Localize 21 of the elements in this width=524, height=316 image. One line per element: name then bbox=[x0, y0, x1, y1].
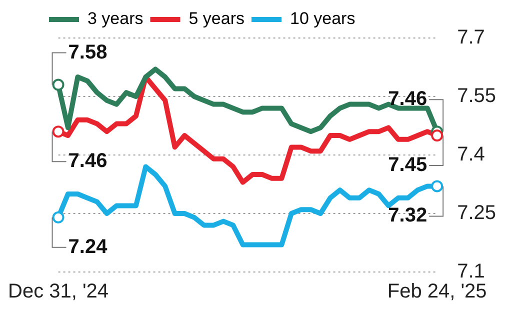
data-label: 7.32 bbox=[388, 204, 428, 227]
point bbox=[52, 78, 64, 91]
y-tick-label: 7.4 bbox=[457, 144, 485, 166]
legend-label: 3 years bbox=[88, 9, 144, 28]
point bbox=[431, 180, 444, 192]
data-label: 7.58 bbox=[68, 41, 108, 64]
y-tick-label: 7.55 bbox=[457, 85, 496, 108]
y-tick-label: 7.7 bbox=[457, 26, 485, 49]
data-label: 7.46 bbox=[68, 150, 108, 172]
y-tick-label: 7.1 bbox=[457, 260, 485, 283]
data-label: 7.24 bbox=[68, 236, 108, 258]
point bbox=[431, 130, 444, 142]
x-tick-label: Dec 31, '24 bbox=[8, 280, 109, 303]
legend-label: 5 years bbox=[188, 9, 244, 28]
point bbox=[52, 211, 64, 224]
data-label: 7.45 bbox=[388, 154, 428, 176]
legend-label: 10 years bbox=[290, 9, 356, 28]
point bbox=[52, 126, 64, 138]
data-label: 7.46 bbox=[388, 88, 428, 110]
y-tick-label: 7.25 bbox=[457, 202, 496, 224]
x-tick-label: Feb 24, '25 bbox=[387, 280, 487, 303]
